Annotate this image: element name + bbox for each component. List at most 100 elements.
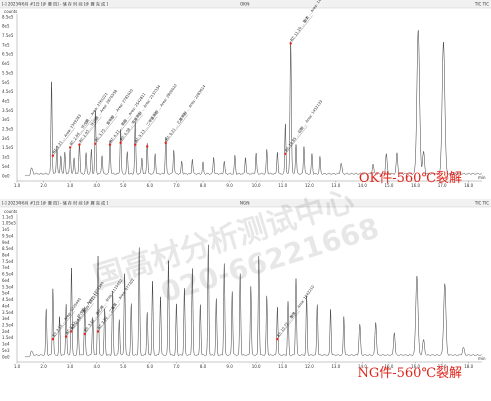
panel-header-title: NG件 — [240, 200, 250, 206]
annotation-leader — [52, 311, 75, 340]
annotation-leader — [71, 303, 94, 332]
peak-annotation: RT: 2.68 ... Area: 862211 — [71, 291, 100, 330]
x-tick-label: 13.0 — [331, 183, 340, 188]
x-tick-label: 18.0 — [464, 183, 473, 188]
x-tick-label: 16.0 — [411, 183, 420, 188]
x-tick-label: 9.0 — [226, 364, 233, 369]
peak-marker — [284, 152, 287, 156]
peak-marker — [51, 337, 55, 341]
peak-marker — [64, 335, 68, 338]
y-tick-label: 6e5 — [2, 61, 10, 66]
y-tick-label: 2.5e4 — [2, 322, 14, 327]
annotation-leader — [97, 303, 121, 332]
y-tick-label: 7.5e4 — [2, 259, 14, 264]
y-tick-label: 5.5e5 — [2, 70, 14, 75]
x-axis-label: min — [478, 356, 486, 361]
x-tick-label: 10.0 — [252, 364, 261, 369]
x-tick-label: 4.0 — [94, 183, 101, 188]
annotation-leader — [277, 311, 300, 340]
y-axis-label: counts — [4, 9, 17, 14]
panel-header-title: OK件 — [240, 1, 250, 7]
y-tick-label: 1.5e4 — [2, 335, 14, 340]
y-tick-label: 6.5e5 — [2, 52, 14, 57]
x-tick-label: 8.0 — [200, 183, 207, 188]
x-tick-label: 17.0 — [438, 364, 447, 369]
tic-series-line — [24, 30, 482, 177]
x-tick-label: 6.0 — [147, 183, 154, 188]
annotation-leader — [79, 116, 102, 145]
y-tick-label: 4e4 — [2, 303, 10, 308]
x-tick-label: 2.0 — [40, 364, 47, 369]
annotation-leader — [135, 116, 158, 145]
y-tick-label: 6e4 — [2, 278, 10, 283]
y-tick-label: 3.5e4 — [2, 310, 14, 315]
annotation-leader — [66, 308, 89, 337]
annotation-leader — [109, 116, 133, 145]
y-tick-label: 5e3 — [2, 348, 10, 353]
x-tick-label: 15.0 — [385, 364, 394, 369]
panel-header-right: TIC TIC — [474, 2, 489, 7]
y-tick-label: 9.5e4 — [2, 233, 14, 238]
x-tick-label: 3.0 — [67, 364, 74, 369]
panel-header-left: [-] 2023年6月 #1日 [步 骤 四] - 储 存 时 间 [步 骤 完… — [2, 1, 108, 7]
y-tick-label: 8.5e5 — [2, 14, 14, 19]
peak-marker — [146, 145, 149, 148]
y-tick-label: 7.5e5 — [2, 33, 14, 38]
x-tick-label: 12.0 — [305, 183, 314, 188]
chart-caption: OK件-560℃裂解 — [359, 171, 462, 186]
x-tick-label: 18.0 — [464, 364, 473, 369]
y-tick-label: 1e5 — [2, 227, 10, 232]
x-tick-label: 7.0 — [173, 183, 180, 188]
y-tick-label: 3e4 — [2, 316, 10, 321]
x-tick-label: 15.0 — [385, 183, 394, 188]
peak-marker — [51, 154, 55, 157]
x-tick-label: 5.0 — [120, 183, 127, 188]
annotation-leader — [70, 119, 93, 148]
peak-marker — [119, 141, 122, 145]
x-tick-label: 3.0 — [67, 183, 74, 188]
x-tick-label: 5.0 — [120, 364, 127, 369]
y-tick-label: 6.5e4 — [2, 272, 14, 277]
y-tick-label: 8.5e4 — [2, 246, 14, 251]
y-tick-label: 2.5e5 — [2, 127, 14, 132]
x-tick-label: 10.0 — [252, 183, 261, 188]
peak-marker — [134, 143, 137, 146]
chart-caption: NG件-560℃裂解 — [357, 366, 462, 381]
x-tick-label: 1.0 — [14, 183, 21, 188]
y-tick-label: 1.5e5 — [2, 145, 14, 150]
y-tick-label: 1e4 — [2, 342, 10, 347]
x-tick-label: 16.0 — [411, 364, 420, 369]
peak-marker — [83, 332, 86, 336]
y-axis-label: counts — [4, 209, 17, 214]
x-tick-label: 1.0 — [14, 364, 21, 369]
x-tick-label: 8.0 — [200, 364, 207, 369]
panel-header-right: TIC TIC — [474, 201, 489, 206]
peak-marker — [70, 330, 73, 333]
x-tick-label: 6.0 — [147, 364, 154, 369]
annotation-leader — [52, 127, 75, 156]
peak-marker — [68, 146, 72, 149]
y-tick-label: 9e4 — [2, 240, 10, 245]
x-tick-label: 2.0 — [40, 183, 47, 188]
peak-marker — [164, 141, 167, 145]
y-tick-label: 5e4 — [2, 164, 10, 169]
y-tick-label: 1.1e5 — [2, 214, 14, 219]
peak-marker — [108, 143, 112, 146]
annotation-leader — [95, 115, 118, 144]
y-tick-label: 2e4 — [2, 329, 10, 334]
tic-series-line — [24, 244, 482, 358]
y-tick-label: 0e0 — [2, 173, 10, 178]
y-tick-label: 2e5 — [2, 136, 10, 141]
y-tick-label: 4e5 — [2, 98, 10, 103]
x-tick-label: 17.0 — [438, 183, 447, 188]
y-tick-label: 3e5 — [2, 117, 10, 122]
y-tick-label: 1.05e5 — [2, 221, 16, 226]
annotation-leader — [165, 114, 188, 143]
peak-marker — [78, 143, 81, 146]
panel-header-bar — [0, 199, 491, 207]
y-tick-label: 8e4 — [2, 252, 10, 257]
y-tick-label: 8e5 — [2, 24, 10, 29]
chart-panel-1: [-] 2023年6月 #1日 [步 骤 四] - 储 存 时 间 [步 骤 完… — [0, 0, 491, 188]
peak-marker — [96, 330, 100, 333]
